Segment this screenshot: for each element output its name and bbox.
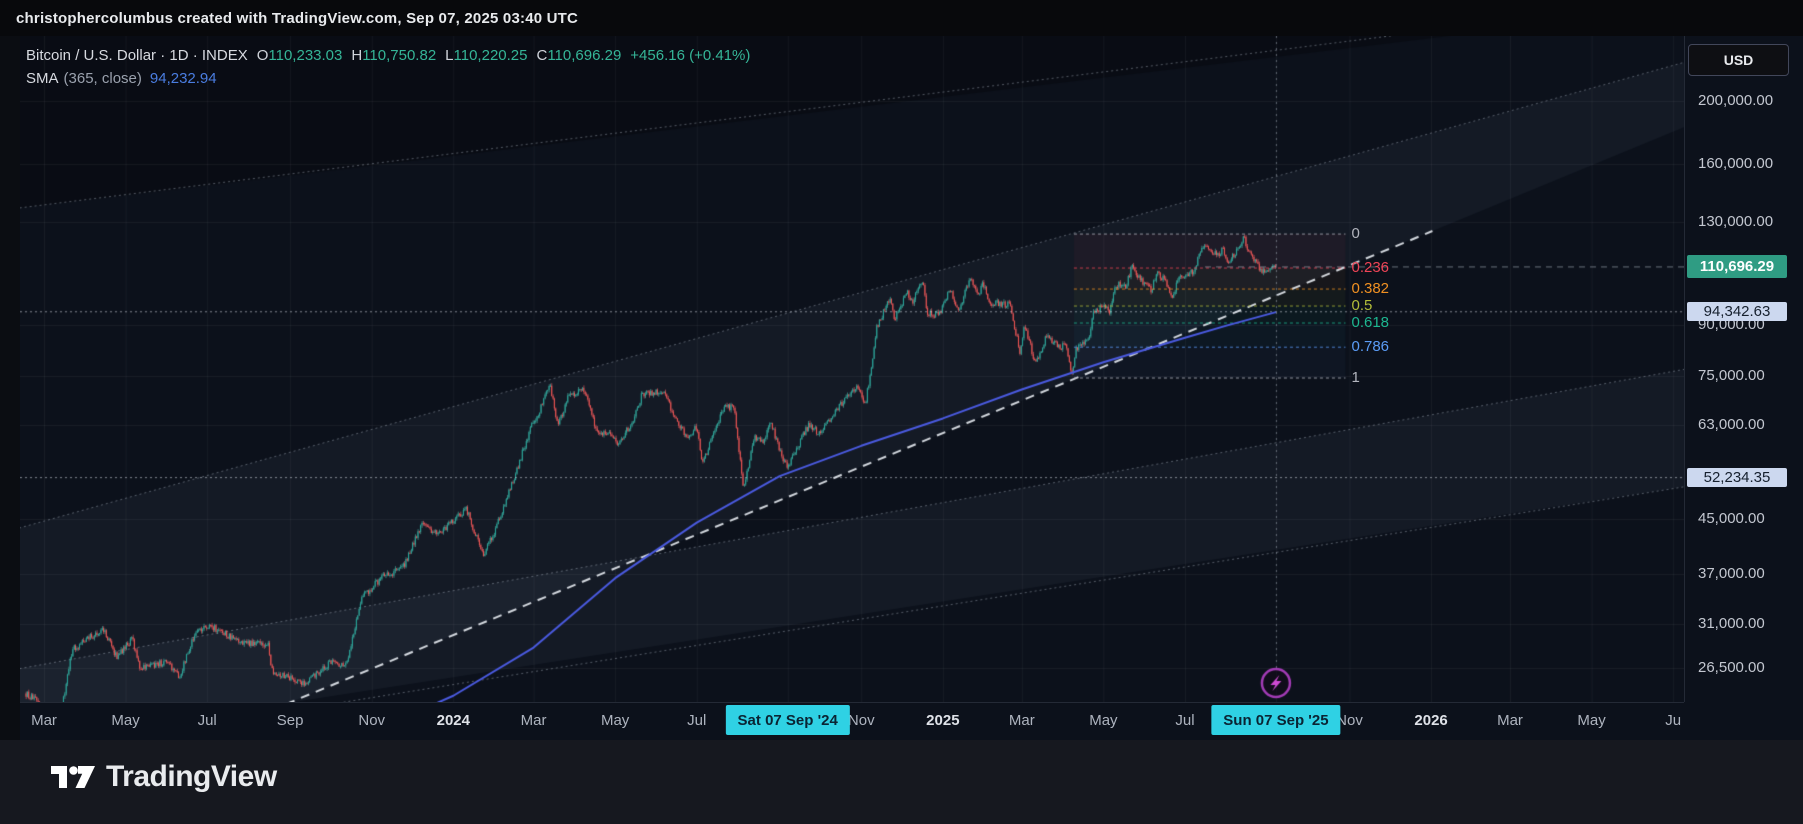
time-tick-2024: 2024 [436,712,470,729]
price-tick-label: 130,000.00 [1698,212,1774,230]
horizontal-line-price-badge: 52,234.35 [1687,467,1787,487]
ohlc-key-l: L [445,47,454,64]
sma-legend[interactable]: SMA (365, close) 94,232.94 [26,70,217,87]
last-price-badge: 110,696.29 [1687,254,1787,278]
time-tick-nov: Nov [1336,712,1363,729]
time-tick-nov: Nov [358,712,386,729]
time-axis[interactable]: Mar May Jul Sep Nov 2024 Mar May Jul Nov 2025 Mar Ma… [20,702,1684,741]
sma-indicator-value: 94,232.94 [149,70,217,87]
symbol-title[interactable]: Bitcoin / U.S. Dollar · 1D · INDEX [26,47,248,64]
ohlc-key-c: C [536,47,548,64]
creator-credit-text: christophercolumbus created with Trading… [16,9,579,27]
symbol-legend[interactable]: Bitcoin / U.S. Dollar · 1D · INDEX O110,2… [26,47,750,64]
time-tick-mar: Mar [520,712,547,729]
left-margin-strip [0,36,21,740]
time-tick-nov: Nov [847,712,875,729]
time-tick-mar: Mar [1008,712,1035,729]
sma-indicator-name[interactable]: SMA [26,70,59,87]
price-tick-label: 160,000.00 [1698,154,1774,172]
price-axis[interactable]: 200,000.00 160,000.00 130,000.00 90,000.00 7… [1684,36,1803,702]
time-tick-mar: Mar [31,712,57,729]
date-marker-badge: Sat 07 Sep '24 [725,705,850,735]
time-tick-may: May [1089,712,1118,729]
price-tick-label: 37,000.00 [1698,565,1765,583]
horizontal-line-price-badge: 94,342.63 [1687,301,1787,321]
time-tick-2026: 2026 [1414,712,1448,729]
sma-indicator-params: (365, close) [63,70,142,87]
chart-canvas[interactable] [20,36,1684,702]
price-tick-label: 75,000.00 [1698,367,1765,385]
tradingview-logo-icon [51,766,95,788]
ohlc-value-h: 110,750.82 [362,47,437,64]
price-tick-label: 45,000.00 [1698,510,1765,528]
time-tick-jul: Jul [197,712,217,729]
time-tick-jul: Jul [687,712,707,729]
ohlc-key-h: H [351,47,363,64]
time-tick-may: May [600,712,630,729]
ohlc-key-o: O [256,47,269,64]
time-tick-sep: Sep [276,712,304,729]
price-tick-label: 63,000.00 [1698,416,1765,434]
time-tick-jul: Jul [1175,712,1195,729]
date-marker-badge: Sun 07 Sep '25 [1211,705,1341,735]
time-tick-2025: 2025 [926,712,960,729]
price-tick-label: 31,000.00 [1698,614,1765,632]
time-tick-may: May [111,712,140,729]
price-tick-label: 200,000.00 [1698,92,1774,109]
currency-toggle-button[interactable]: USD [1688,44,1789,76]
time-tick-mar: Mar [1497,712,1523,729]
tradingview-logo-text: TradingView [106,760,277,793]
footer-bar: TradingView [0,740,1803,824]
change-value: +456.16 (+0.41%) [630,47,751,64]
tradingview-logo[interactable]: TradingView [50,760,277,794]
header-bar: christophercolumbus created with Trading… [0,0,1803,37]
ohlc-value-c: 110,696.29 [547,47,622,64]
time-tick-ju: Ju [1665,712,1682,729]
time-tick-may: May [1577,712,1606,729]
ohlc-values: O110,233.03 H110,750.82 L110,220.25 C110,69… [248,47,622,64]
ohlc-value-l: 110,220.25 [453,47,528,64]
price-tick-label: 26,500.00 [1698,658,1765,676]
ohlc-value-o: 110,233.03 [268,47,343,64]
